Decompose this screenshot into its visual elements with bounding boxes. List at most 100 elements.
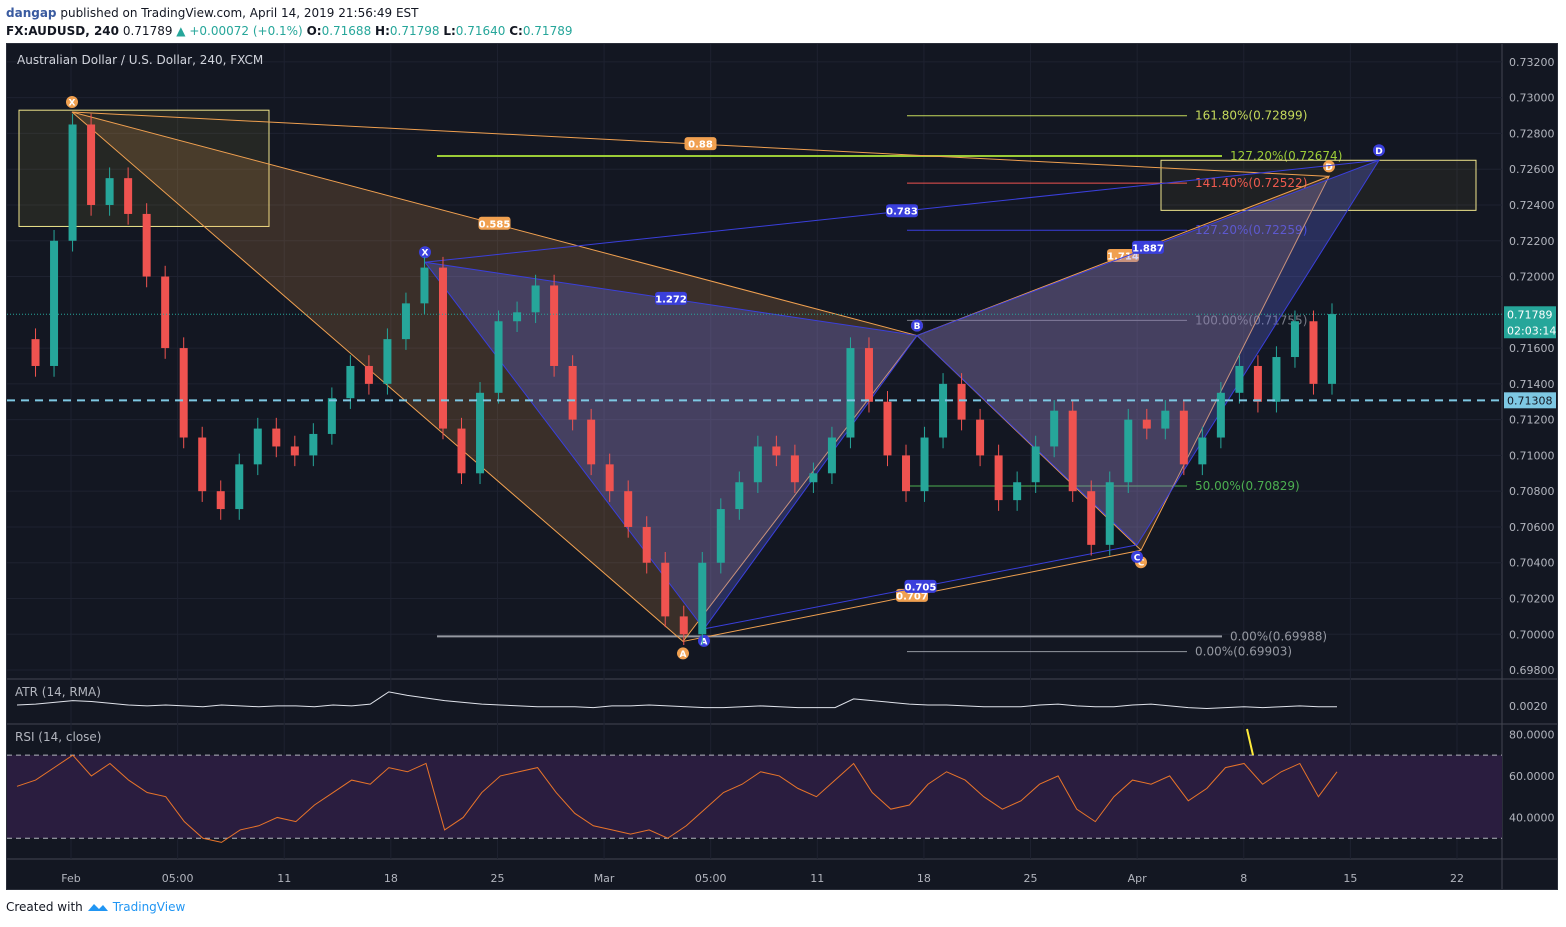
candle-body: [939, 383, 948, 438]
candle-body: [31, 339, 40, 366]
candle-body: [902, 455, 911, 492]
chart-frame[interactable]: Feb 05:00 11 18 25 Mar 05:00 11 18 25 Apr 8 15 22 0.73…: [6, 43, 1558, 890]
ratio-label: 0.585: [479, 219, 511, 230]
candle-body: [272, 428, 281, 447]
ratio-label-bg: [655, 291, 687, 305]
ratio-label-bg: [886, 204, 918, 218]
time-tick-label: Apr: [1128, 872, 1148, 885]
open-label: O:: [306, 24, 322, 38]
candle-body: [383, 339, 392, 384]
candle-body: [550, 285, 559, 366]
price-tick-label: 0.70000: [1509, 628, 1555, 641]
candle-body: [642, 526, 651, 563]
pivot-label: B: [914, 322, 921, 332]
candle-body: [513, 312, 522, 322]
candle-body: [179, 348, 188, 438]
pivot-label: D: [1375, 147, 1382, 157]
published-text: published on TradingView.com, April 14, …: [60, 6, 419, 20]
tradingview-brand[interactable]: TradingView: [112, 900, 186, 914]
zone-box-right: [1160, 159, 1477, 211]
fib-level-label: 0.00%(0.69988): [1230, 629, 1327, 643]
candle-body: [50, 240, 59, 366]
last-price: 0.71789: [122, 24, 173, 38]
candle-body: [1142, 419, 1151, 429]
publish-line: dangap published on TradingView.com, Apr…: [6, 4, 1556, 22]
ratio-label: 0.705: [905, 582, 937, 593]
fib-level-label: 50.00%(0.70829): [1195, 479, 1300, 493]
candle-body: [698, 562, 707, 635]
time-tick-label: 11: [810, 872, 824, 885]
fib-level-label: 141.40%(0.72522): [1195, 176, 1307, 190]
candle-body: [253, 428, 262, 465]
candle-body: [1272, 357, 1281, 402]
time-tick-label: 22: [1450, 872, 1464, 885]
candle-body: [1179, 410, 1188, 465]
price-change: ▲ +0.00072 (+0.1%): [176, 24, 303, 38]
candle-body: [753, 446, 762, 483]
candle-body: [1124, 419, 1133, 483]
candle-body: [87, 124, 96, 205]
pivot-label: C: [1134, 553, 1141, 563]
rsi-tick-label: 60.0000: [1509, 770, 1555, 783]
chart-canvas[interactable]: Feb 05:00 11 18 25 Mar 05:00 11 18 25 Apr 8 15 22 0.73…: [7, 44, 1558, 890]
fib-level-label: 0.00%(0.69903): [1195, 645, 1292, 659]
time-tick-label: Feb: [61, 872, 80, 885]
candle-body: [976, 419, 985, 456]
rsi-label: RSI (14, close): [15, 730, 101, 744]
candle-body: [624, 491, 633, 527]
atr-line: [16, 691, 1337, 710]
created-with-text: Created with: [6, 900, 83, 914]
low-value: 0.71640: [455, 24, 506, 38]
tradingview-logo-icon: [87, 904, 108, 911]
chart-background: [7, 44, 1557, 889]
candle-body: [994, 455, 1003, 501]
candle-body: [772, 446, 781, 456]
candle-body: [883, 401, 892, 456]
candle-body: [1328, 314, 1336, 384]
price-tick-label: 0.70200: [1509, 593, 1555, 606]
bar-countdown-label: 02:03:14: [1507, 324, 1556, 337]
rsi-tick-label: 80.0000: [1509, 728, 1555, 741]
pivot-label: X: [69, 98, 76, 108]
ratio-label-bg: [478, 216, 511, 230]
candle-body: [1161, 410, 1170, 429]
price-tick-label: 0.69800: [1509, 664, 1555, 677]
time-tick-label: Mar: [594, 872, 615, 885]
candle-body: [568, 365, 577, 420]
candle-body: [457, 428, 466, 474]
price-tick-label: 0.72000: [1509, 271, 1555, 284]
candle-body: [216, 491, 225, 510]
chart-title: Australian Dollar / U.S. Dollar, 240, FX…: [17, 53, 263, 67]
author-name[interactable]: dangap: [6, 6, 57, 20]
price-tick-label: 0.72800: [1509, 127, 1555, 140]
atr-tick-label: 0.0020: [1509, 700, 1548, 713]
pivot-marker: [66, 95, 78, 108]
price-tick-label: 0.70600: [1509, 521, 1555, 534]
candle-body: [235, 464, 244, 510]
fib-level-label: 127.20%(0.72259): [1195, 223, 1307, 237]
candle-body: [1235, 365, 1244, 393]
ratio-label-bg: [1107, 248, 1139, 262]
candle-body: [1253, 365, 1262, 402]
chart-header: dangap published on TradingView.com, Apr…: [6, 4, 1556, 42]
candle-body: [1068, 410, 1077, 492]
candle-body: [346, 365, 355, 399]
candle-body: [809, 473, 818, 483]
time-tick-label: 11: [277, 872, 291, 885]
pivot-marker: [698, 634, 710, 647]
pivot-marker: [419, 246, 431, 259]
atr-label: ATR (14, RMA): [15, 685, 101, 699]
pivot-label: D: [1325, 163, 1332, 173]
candle-body: [716, 509, 725, 563]
time-tick-label: 25: [490, 872, 504, 885]
candle-body: [1031, 446, 1040, 483]
time-tick-label: 05:00: [695, 872, 727, 885]
price-tick-label: 0.71200: [1509, 414, 1555, 427]
footer: Created with TradingView: [6, 900, 185, 914]
pivot-marker: [1323, 160, 1335, 173]
candle-body: [68, 124, 77, 241]
candle-body: [864, 348, 873, 402]
fib-level-label: 161.80%(0.72899): [1195, 109, 1307, 123]
candle-body: [1198, 437, 1207, 465]
ratio-label-bg: [1132, 240, 1164, 254]
